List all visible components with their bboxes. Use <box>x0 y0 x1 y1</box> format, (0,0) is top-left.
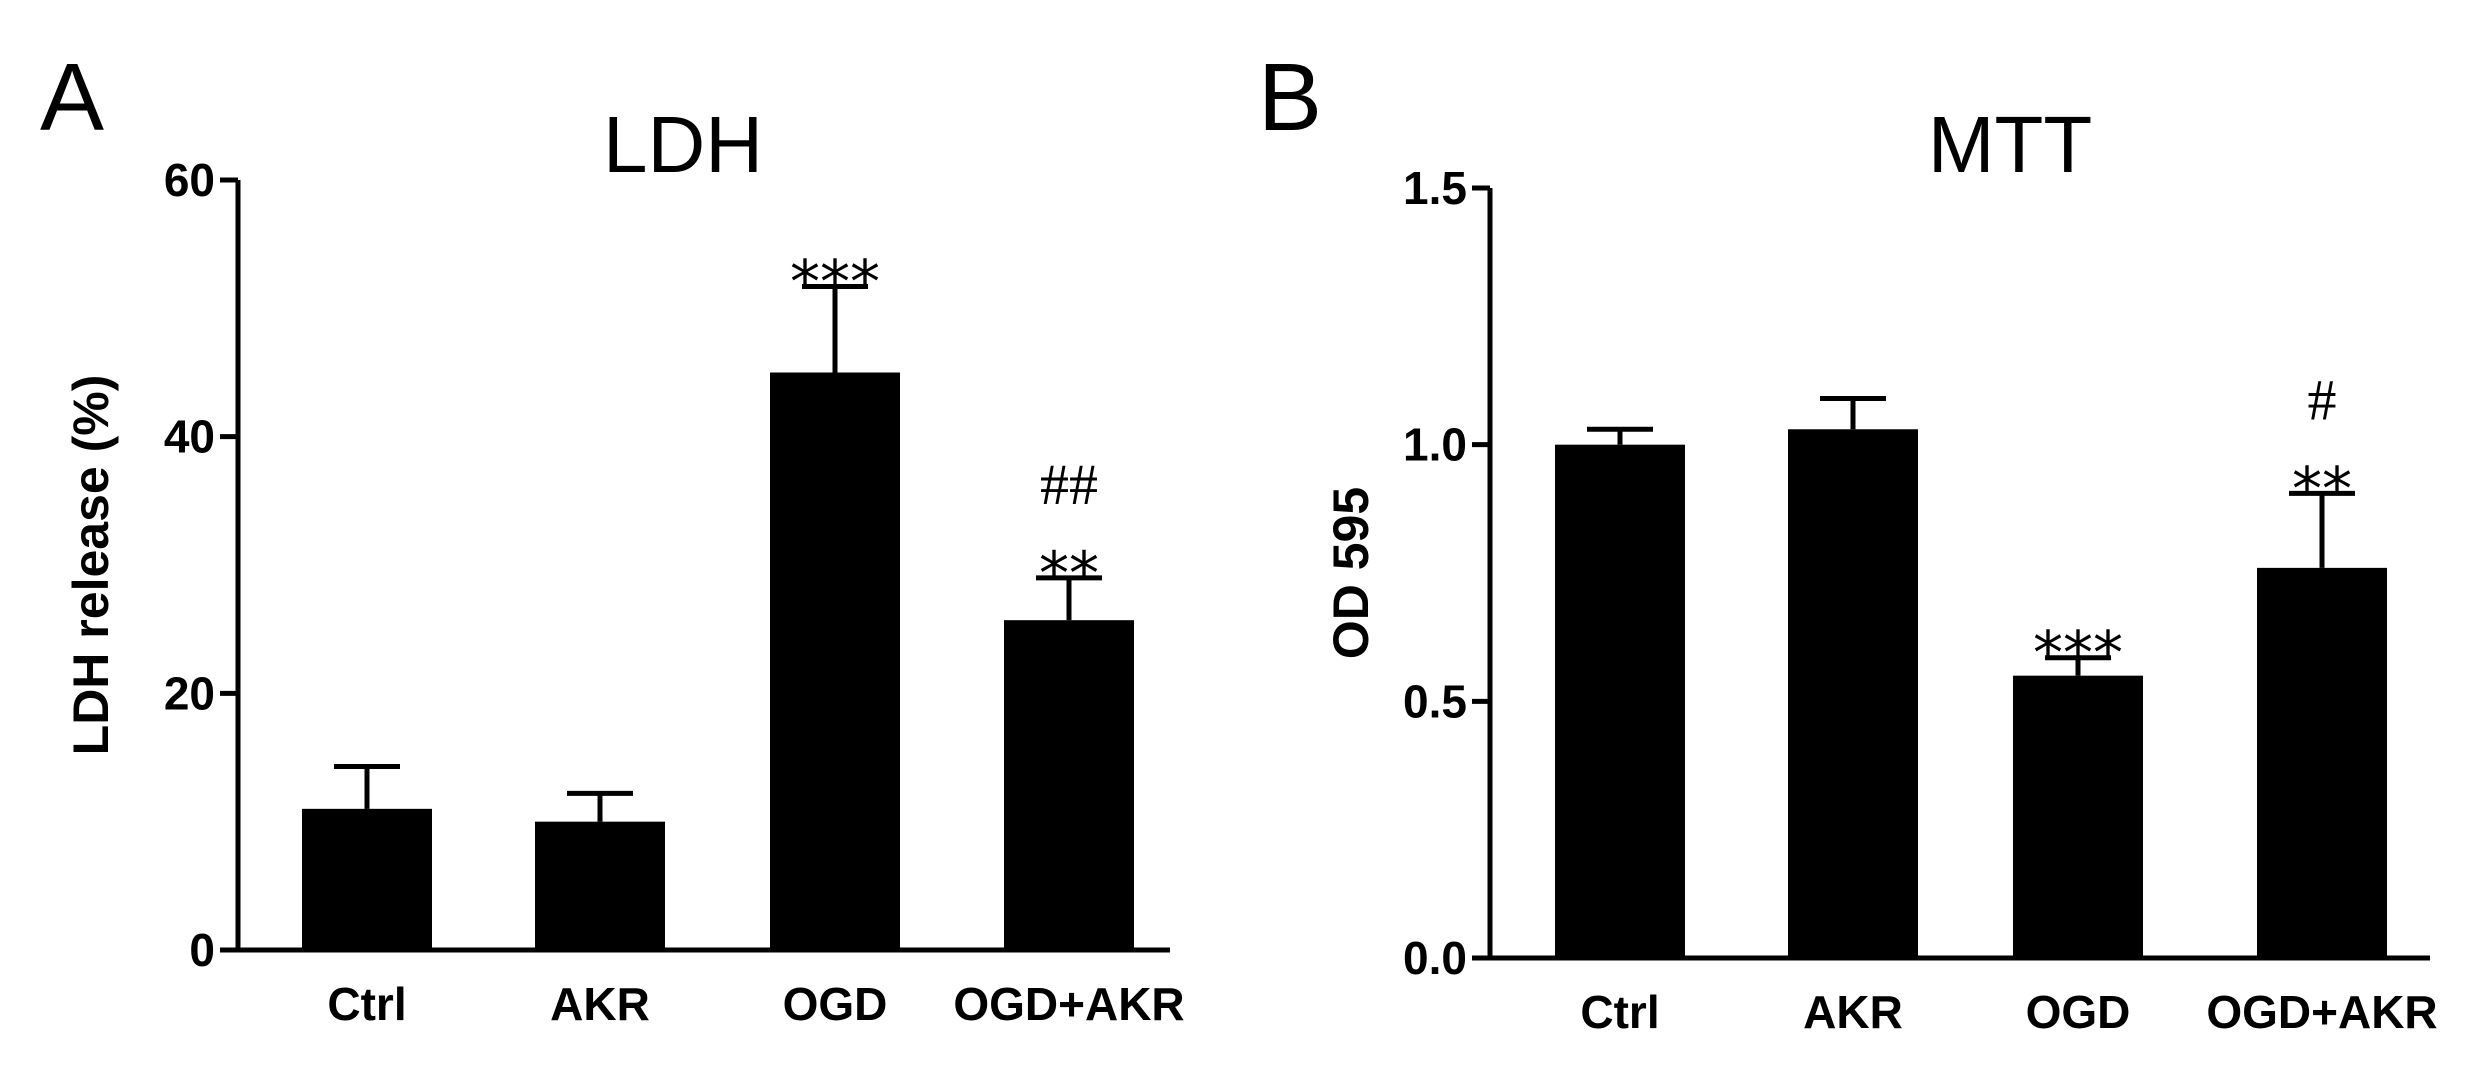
y-tick-label: 40 <box>164 411 215 463</box>
bar-ogd <box>2013 675 2143 958</box>
panel-b: B MTT 0.0 0.5 1.0 1.5 OD 595 Ctrl AKR OGD OGD+AKR *… <box>1258 44 2438 1038</box>
y-tick-label: 0.5 <box>1403 675 1467 727</box>
bar-ctrl <box>302 808 432 950</box>
y-tick-label: 1.5 <box>1403 162 1467 214</box>
x-tick-label: Ctrl <box>327 978 406 1030</box>
significance-stars: *** <box>2033 619 2123 689</box>
x-tick-label: AKR <box>1803 986 1903 1038</box>
panel-a: A LDH 0 20 40 60 LDH release (%) Ctrl AKR OGD OGD+… <box>40 44 1185 1030</box>
x-tick-label: Ctrl <box>1580 986 1659 1038</box>
panel-letter: A <box>40 44 104 151</box>
x-tick-label: AKR <box>550 978 650 1030</box>
panel-letter: B <box>1258 44 1322 151</box>
bar-ogd-plus-akr <box>1004 620 1134 950</box>
bar-ctrl <box>1555 444 1685 959</box>
significance-hash: ## <box>1040 452 1098 517</box>
significance-stars: ** <box>1039 539 1099 609</box>
y-tick-label: 1.0 <box>1403 419 1467 471</box>
bar-ogd <box>770 372 900 950</box>
chart-title: LDH <box>603 100 763 189</box>
y-axis-label: OD 595 <box>1323 487 1379 659</box>
y-tick-label: 20 <box>164 667 215 719</box>
x-tick-label: OGD+AKR <box>953 978 1184 1030</box>
y-tick-label: 0.0 <box>1403 932 1467 984</box>
x-tick-label: OGD <box>783 978 888 1030</box>
x-tick-label: OGD+AKR <box>2206 986 2437 1038</box>
y-axis-label: LDH release (%) <box>63 375 119 756</box>
y-tick-label: 60 <box>164 154 215 206</box>
significance-stars: *** <box>790 248 880 318</box>
y-tick-label: 0 <box>189 924 215 976</box>
significance-stars: ** <box>2292 454 2352 524</box>
x-tick-label: OGD <box>2026 986 2131 1038</box>
chart-title: MTT <box>1928 100 2092 189</box>
bar-ogd-plus-akr <box>2257 567 2387 958</box>
bar-akr <box>535 821 665 950</box>
bar-akr <box>1788 429 1918 958</box>
significance-hash: # <box>2308 367 2337 432</box>
